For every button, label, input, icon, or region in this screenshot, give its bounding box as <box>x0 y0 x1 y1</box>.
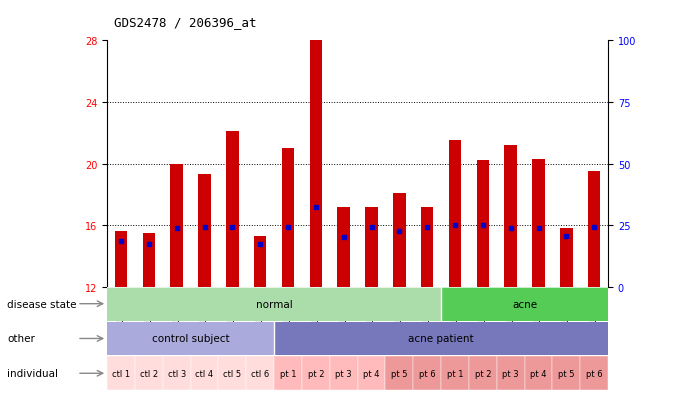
Text: pt 1: pt 1 <box>447 369 463 378</box>
Text: pt 1: pt 1 <box>280 369 296 378</box>
Text: pt 5: pt 5 <box>558 369 575 378</box>
Bar <box>441 287 608 321</box>
Bar <box>274 356 302 390</box>
Text: pt 4: pt 4 <box>530 369 547 378</box>
Text: acne patient: acne patient <box>408 334 474 344</box>
Bar <box>580 356 608 390</box>
Bar <box>504 146 517 287</box>
Bar <box>302 356 330 390</box>
Bar <box>198 175 211 287</box>
Bar <box>115 232 127 287</box>
Bar <box>135 356 163 390</box>
Bar <box>191 356 218 390</box>
Bar <box>107 356 135 390</box>
Bar <box>477 161 489 287</box>
Text: pt 2: pt 2 <box>307 369 324 378</box>
Bar <box>588 172 600 287</box>
Bar <box>337 207 350 287</box>
Bar <box>226 132 238 287</box>
Bar <box>282 149 294 287</box>
Bar <box>142 233 155 287</box>
Bar <box>330 356 358 390</box>
Text: ctl 5: ctl 5 <box>223 369 241 378</box>
Text: pt 6: pt 6 <box>586 369 603 378</box>
Text: ctl 3: ctl 3 <box>167 369 186 378</box>
Bar <box>497 356 524 390</box>
Bar <box>163 356 191 390</box>
Bar <box>366 207 378 287</box>
Text: control subject: control subject <box>152 334 229 344</box>
Text: ctl 1: ctl 1 <box>112 369 130 378</box>
Text: pt 2: pt 2 <box>475 369 491 378</box>
Text: normal: normal <box>256 299 292 309</box>
Bar <box>171 164 183 287</box>
Bar <box>107 287 441 321</box>
Text: pt 6: pt 6 <box>419 369 435 378</box>
Bar <box>524 356 552 390</box>
Bar <box>386 356 413 390</box>
Bar <box>107 322 274 356</box>
Bar <box>274 322 608 356</box>
Text: other: other <box>7 334 35 344</box>
Bar <box>218 356 246 390</box>
Bar <box>254 236 267 287</box>
Bar <box>310 41 322 287</box>
Text: pt 4: pt 4 <box>363 369 380 378</box>
Text: GDS2478 / 206396_at: GDS2478 / 206396_at <box>114 16 256 29</box>
Text: acne: acne <box>512 299 537 309</box>
Text: individual: individual <box>7 368 58 378</box>
Text: pt 3: pt 3 <box>502 369 519 378</box>
Text: ctl 6: ctl 6 <box>251 369 269 378</box>
Bar <box>532 159 545 287</box>
Bar <box>413 356 441 390</box>
Text: disease state: disease state <box>7 299 77 309</box>
Text: ctl 4: ctl 4 <box>196 369 214 378</box>
Bar <box>560 229 573 287</box>
Bar <box>358 356 386 390</box>
Bar <box>448 141 462 287</box>
Text: pt 3: pt 3 <box>335 369 352 378</box>
Bar <box>552 356 580 390</box>
Bar <box>469 356 497 390</box>
Bar <box>441 356 469 390</box>
Bar <box>393 193 406 287</box>
Bar <box>246 356 274 390</box>
Text: ctl 2: ctl 2 <box>140 369 158 378</box>
Text: pt 5: pt 5 <box>391 369 408 378</box>
Bar <box>421 207 433 287</box>
